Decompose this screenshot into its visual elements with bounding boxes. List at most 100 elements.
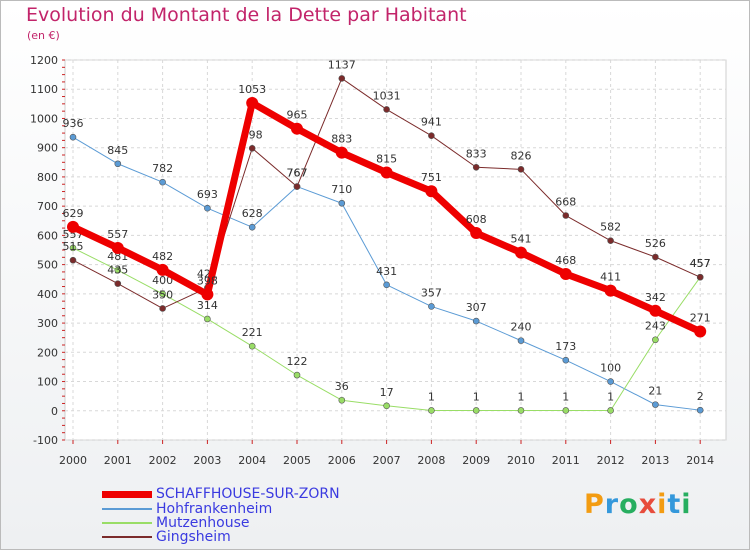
chart-title: Evolution du Montant de la Dette par Hab… [26, 4, 467, 26]
data-point [696, 273, 704, 281]
data-point [428, 132, 435, 140]
data-point [694, 325, 707, 338]
x-tick-label: 2013 [641, 454, 669, 467]
x-tick-label: 2010 [507, 454, 535, 467]
data-label: 782 [152, 162, 173, 175]
data-label: 628 [242, 207, 263, 220]
data-label: 668 [555, 196, 576, 209]
data-label: 1137 [328, 58, 356, 71]
data-label: 350 [152, 288, 173, 301]
data-point [114, 266, 122, 274]
data-point [559, 267, 572, 280]
data-label: 767 [287, 167, 308, 180]
data-label: 240 [511, 321, 532, 334]
data-point [335, 146, 348, 159]
data-label: 435 [107, 264, 128, 277]
data-label: 826 [511, 149, 532, 162]
data-label: 17 [380, 386, 394, 399]
data-label: 936 [63, 117, 84, 130]
y-tick-label: 1200 [30, 54, 58, 67]
logo-letter: t [667, 489, 682, 520]
data-label: 243 [645, 320, 666, 333]
x-tick-label: 2004 [238, 454, 266, 467]
x-tick-label: 2009 [462, 454, 490, 467]
data-point [652, 401, 659, 408]
data-point [69, 133, 77, 141]
data-label: 1053 [238, 83, 266, 96]
logo-letter: i [681, 489, 692, 520]
data-point [248, 342, 256, 350]
data-label: 1 [428, 390, 435, 403]
y-tick-label: 1000 [30, 112, 58, 125]
data-point [607, 237, 614, 244]
data-label: 400 [152, 274, 173, 287]
x-tick-label: 2008 [417, 454, 445, 467]
data-label: 411 [600, 271, 621, 284]
data-point [517, 337, 525, 344]
data-point [696, 406, 704, 414]
y-tick-label: 300 [37, 317, 58, 330]
data-label: 941 [421, 116, 442, 129]
data-label: 21 [648, 385, 662, 398]
data-label: 398 [197, 274, 218, 287]
data-label: 1 [473, 390, 480, 403]
data-label: 767 [287, 167, 308, 180]
data-label: 629 [63, 207, 84, 220]
logo-letter: x [638, 489, 658, 520]
legend-label: Gingsheim [156, 529, 231, 545]
data-point [607, 407, 614, 414]
y-tick-label: 200 [37, 346, 58, 359]
data-point [248, 144, 256, 152]
x-tick-label: 2000 [59, 454, 87, 467]
legend-swatch [102, 508, 152, 510]
legend-swatch [102, 522, 152, 524]
data-label: 833 [466, 147, 487, 160]
data-point [159, 305, 166, 312]
data-point [472, 163, 480, 171]
data-point [69, 244, 77, 252]
data-point [562, 212, 570, 219]
data-label: 557 [107, 228, 128, 241]
data-label: 883 [331, 133, 352, 146]
data-label: 2 [697, 390, 704, 403]
data-label: 122 [287, 355, 308, 368]
data-point [517, 407, 525, 414]
data-point [649, 304, 662, 317]
x-tick-label: 2001 [104, 454, 132, 467]
proxiti-logo: Proxiti [584, 489, 692, 520]
data-label: 100 [600, 362, 621, 375]
data-label: 357 [421, 286, 442, 299]
data-label: 221 [242, 326, 263, 339]
x-tick-label: 2007 [373, 454, 401, 467]
legend-item-schaffhouse: SCHAFFHOUSE-SUR-ZORN [102, 486, 340, 502]
legend-item-gingsheim: Gingsheim [102, 529, 231, 545]
data-label: 526 [645, 237, 666, 250]
data-point [472, 407, 480, 414]
x-tick-label: 2012 [597, 454, 625, 467]
legend-swatch [102, 490, 152, 498]
data-label: 342 [645, 291, 666, 304]
data-point [607, 378, 614, 385]
data-point [562, 407, 570, 414]
y-tick-label: 1100 [30, 83, 58, 96]
data-label: 457 [690, 257, 711, 270]
data-label: 307 [466, 301, 487, 314]
data-point [472, 317, 480, 325]
data-point [338, 396, 346, 404]
y-tick-label: 900 [37, 142, 58, 155]
x-tick-label: 2006 [328, 454, 356, 467]
data-label: 1 [562, 390, 569, 403]
chart-unit: (en €) [27, 29, 60, 42]
data-label: 314 [197, 299, 218, 312]
data-point [383, 402, 390, 410]
y-tick-label: 600 [37, 229, 58, 242]
logo-letter: r [604, 489, 620, 520]
data-label: 1 [607, 390, 614, 403]
x-tick-label: 2003 [193, 454, 221, 467]
data-label: 431 [376, 265, 397, 278]
data-label: 1 [518, 390, 525, 403]
data-label: 815 [376, 153, 397, 166]
data-point [293, 371, 301, 379]
data-label: 608 [466, 213, 487, 226]
data-point [604, 284, 617, 297]
